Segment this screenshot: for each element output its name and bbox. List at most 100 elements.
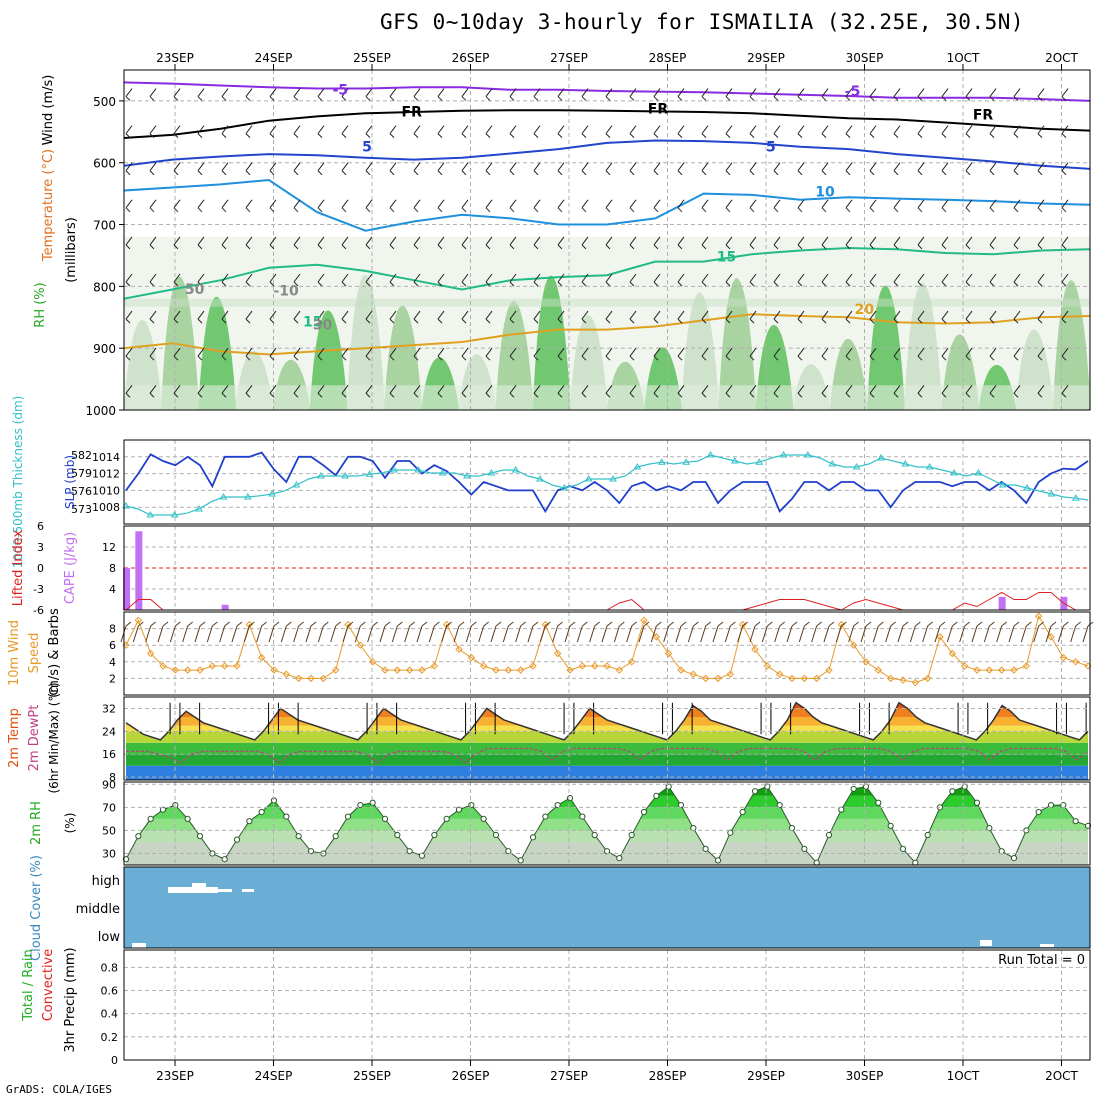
wind-barb xyxy=(581,162,589,172)
wind-frame xyxy=(123,611,1091,696)
wind-barb xyxy=(749,170,755,176)
wind-barb xyxy=(821,310,829,320)
wind-barb xyxy=(125,96,131,101)
wind-barb xyxy=(725,207,731,213)
rh-marker xyxy=(381,815,389,822)
wind-barb xyxy=(605,355,611,361)
wind-speed-marker xyxy=(775,670,784,678)
wind-speed-marker xyxy=(233,662,241,670)
wind-barb xyxy=(485,133,491,138)
wind-barb xyxy=(631,621,637,627)
wind-speed-marker xyxy=(812,674,821,683)
wind-barb xyxy=(1037,355,1043,361)
wind-barb xyxy=(989,392,995,398)
wind-barb xyxy=(293,199,301,209)
upper-air-panel: -5 -5 FR FR FR 5 5 10 15 15 20 -10 30 50 500 600 700 800 9… xyxy=(33,51,1091,418)
wind-barb xyxy=(797,384,805,394)
wind-barb xyxy=(1061,273,1069,283)
wind-tick-label: 4 xyxy=(109,656,116,669)
wind-barb xyxy=(557,384,565,394)
wind-barb xyxy=(589,625,596,643)
thickness-marker xyxy=(633,463,642,470)
li-tick-label: 6 xyxy=(37,520,44,533)
wind-barb xyxy=(965,244,971,250)
wind-barb xyxy=(389,392,395,398)
temp-band xyxy=(126,742,1088,755)
thickness-marker xyxy=(901,460,910,467)
wind-barb xyxy=(878,621,884,627)
cape-bar xyxy=(998,596,1006,610)
wind-barb xyxy=(737,625,744,643)
wind-speed-marker xyxy=(1059,653,1068,662)
rh-marker xyxy=(184,815,191,822)
wind-barb xyxy=(1013,281,1019,287)
wind-barb xyxy=(893,310,901,320)
wind-barb xyxy=(533,355,539,361)
wind10m-panel: 2 4 6 8 10m Wind Speed (m/s) & Barbs xyxy=(7,608,1094,698)
wind-barb xyxy=(845,170,851,176)
wind-barb xyxy=(341,170,347,176)
rh-marker xyxy=(1010,854,1018,862)
wind-barb xyxy=(773,281,779,287)
wind-barb xyxy=(638,625,645,643)
wind-barb xyxy=(821,318,827,324)
wind-barb xyxy=(1037,125,1045,134)
wind-barb xyxy=(173,199,181,209)
wind-barb xyxy=(917,133,923,138)
wind-barb xyxy=(605,273,613,283)
wind-barb xyxy=(581,384,589,394)
wind-barb xyxy=(1013,88,1021,97)
wind-speed-marker xyxy=(171,666,180,674)
wind-barb xyxy=(730,621,736,627)
wind-barb xyxy=(934,625,941,643)
wind-speed-marker xyxy=(331,666,340,674)
wind-barb xyxy=(557,392,563,398)
wind-barb xyxy=(413,244,419,250)
wind-barb xyxy=(245,236,253,246)
wind-barb xyxy=(461,236,469,246)
wind-speed-marker xyxy=(886,674,895,683)
wind-barb xyxy=(725,125,733,134)
wind-barb xyxy=(413,162,421,172)
x-tick-label: 26SEP xyxy=(452,1069,490,1083)
wind-barb xyxy=(1061,96,1067,101)
wind-barb xyxy=(821,347,829,357)
axis-label: (%) xyxy=(63,813,77,834)
wind-barb xyxy=(1037,273,1045,283)
wind-barb xyxy=(964,621,970,627)
wind-barb xyxy=(485,244,491,250)
wind-barb xyxy=(965,236,973,246)
wind-barb xyxy=(893,347,901,357)
wind-barb xyxy=(197,318,203,324)
wind-barb xyxy=(989,236,997,246)
wind-barb xyxy=(341,88,349,97)
wind-barb xyxy=(372,621,378,627)
thickness-marker xyxy=(657,458,666,465)
wind-barb xyxy=(749,392,755,398)
wind-speed-marker xyxy=(257,653,266,662)
wind-barb xyxy=(365,125,373,134)
wind-barb xyxy=(941,392,947,398)
wind-barb xyxy=(653,162,661,172)
rh-marker xyxy=(628,831,635,839)
wind-barb xyxy=(509,125,517,134)
wind-speed-marker xyxy=(381,666,389,674)
wind-barb xyxy=(869,125,877,134)
wind-barb xyxy=(138,621,144,627)
wind-barb xyxy=(125,621,132,627)
wind-barb xyxy=(509,384,517,394)
wind-barb xyxy=(269,162,277,172)
wind-barb xyxy=(845,355,851,361)
wind-barb xyxy=(461,133,467,138)
wind-barb xyxy=(941,133,947,138)
cloud-level-label: middle xyxy=(76,902,120,917)
wind-barb xyxy=(605,96,611,101)
wind-speed-marker xyxy=(726,670,735,678)
wind-barb xyxy=(437,355,443,361)
rh-frame xyxy=(123,781,1091,866)
wind-barb xyxy=(1050,621,1057,627)
wind-barb xyxy=(293,392,299,398)
wind-barb xyxy=(341,384,349,394)
wind-barb xyxy=(197,347,205,357)
wind-barb xyxy=(365,355,371,361)
